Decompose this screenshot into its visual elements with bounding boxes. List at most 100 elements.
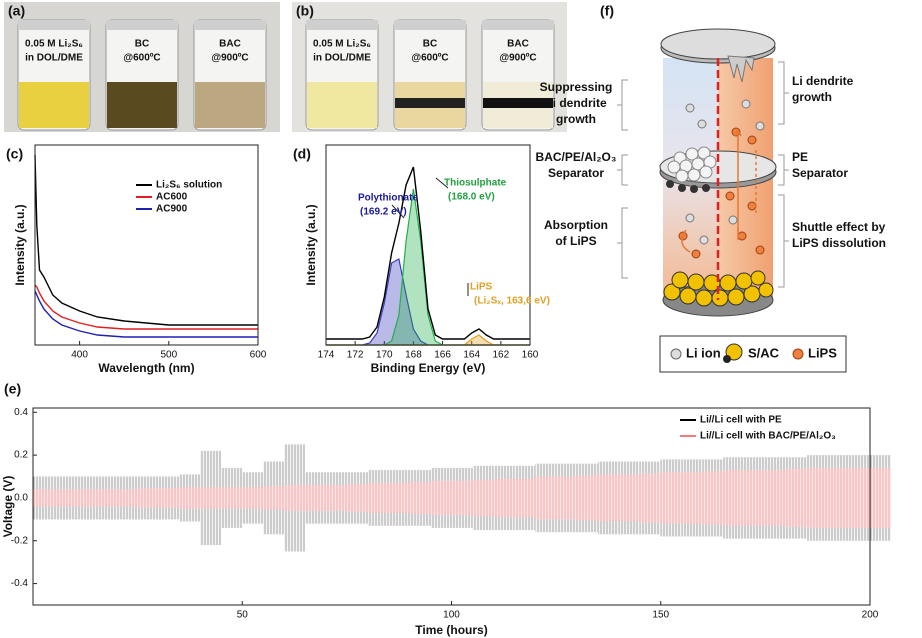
voltage-band [409, 481, 431, 514]
voltage-band [535, 476, 557, 520]
voltage-band [221, 487, 243, 509]
x-tick-label: 200 [862, 610, 879, 621]
series-line [34, 284, 258, 330]
voltage-band [346, 484, 368, 512]
voltage-band [849, 467, 870, 528]
voltage-band [137, 488, 159, 508]
diagram-label: Shuttle effect by [792, 220, 886, 234]
plot-frame [34, 144, 259, 346]
diagram-label: of LiPS [555, 234, 596, 248]
x-tick-label: 166 [434, 350, 451, 361]
vial-label: BC [135, 39, 149, 50]
voltage-band [430, 480, 452, 516]
vial-label: in DOL/DME [25, 53, 83, 64]
voltage-band [577, 475, 598, 521]
annotation: Thiosulphate [444, 178, 507, 189]
x-tick-label: 164 [463, 350, 480, 361]
y-tick-label: 0.0 [14, 493, 28, 504]
diagram-label: PE [792, 150, 808, 164]
liquid [307, 82, 377, 128]
voltage-band [765, 470, 787, 526]
annotation: Polythionate [358, 193, 418, 204]
x-tick-label: 170 [376, 350, 393, 361]
annotation: (169.2 eV) [360, 207, 407, 218]
voltage-band [263, 486, 285, 510]
x-axis-label: Wavelength (nm) [98, 361, 194, 375]
voltage-band [116, 489, 138, 507]
voltage-band [242, 487, 264, 509]
vial-label: BAC [219, 39, 241, 50]
voltage-band [786, 469, 808, 527]
voltage-band [284, 485, 306, 511]
liquid [107, 82, 177, 128]
plot-frame [32, 407, 871, 606]
voltage-band [53, 489, 75, 507]
x-axis-label: Binding Energy (eV) [371, 361, 486, 375]
voltage-band [723, 470, 745, 526]
vial-label: @900ºC [499, 53, 536, 64]
voltage-band [618, 474, 640, 522]
x-tick-label: 100 [443, 610, 460, 621]
voltage-band [807, 467, 829, 528]
annotation: LiPS [470, 282, 493, 293]
y-tick-label: 0.2 [14, 450, 28, 461]
cell-diagram [617, 28, 847, 373]
voltage-band [74, 489, 96, 507]
voltage-band [95, 489, 117, 507]
voltage-band [493, 478, 515, 518]
y-tick-label: 0.4 [14, 407, 28, 418]
x-tick-label: 150 [652, 610, 669, 621]
diagram-label: growth [556, 112, 596, 126]
y-axis-label: Voltage (V) [1, 476, 15, 538]
legend-label: Li₂S₆ solution [156, 180, 222, 191]
vial-label: BC [423, 39, 437, 50]
legend-label: AC900 [156, 204, 188, 215]
diagram-label: Separator [792, 166, 848, 180]
panel-label: (d) [293, 146, 311, 162]
diagram-label: Suppressing [540, 80, 613, 94]
series-line [326, 166, 530, 340]
voltage-band [514, 478, 536, 518]
y-axis-label: Intensity (a.u.) [304, 204, 318, 285]
y-tick-label: -0.2 [11, 535, 29, 546]
panel-label: (f) [600, 3, 614, 19]
panel-label: (e) [4, 381, 21, 397]
x-axis-label: Time (hours) [415, 623, 487, 637]
voltage-band [325, 485, 347, 511]
series-area [326, 188, 530, 346]
vial-label: @600ºC [123, 53, 160, 64]
voltage-band [33, 489, 54, 507]
diagram-label: LiPS dissolution [792, 236, 886, 250]
voltage-band [179, 487, 201, 509]
legend-label: S/AC [748, 345, 780, 360]
annotation: (Li₂Sₓ, 163,6 eV) [474, 296, 550, 307]
vial-label: @900ºC [211, 53, 248, 64]
voltage-band [681, 472, 703, 524]
panel-label: (b) [296, 3, 314, 19]
panel-label: (a) [8, 3, 25, 19]
vial-label: 0.05 M Li₂S₆ [313, 39, 371, 50]
diagram-label: Li dendrite [545, 96, 607, 110]
x-tick-label: 172 [347, 350, 364, 361]
diagram-label: Absorption [544, 218, 608, 232]
voltage-band [472, 479, 494, 517]
panel-label: (c) [6, 146, 23, 162]
voltage-band [158, 488, 180, 508]
voltage-band [702, 471, 724, 525]
annotation-arrows [391, 177, 469, 296]
diagram-label: Separator [548, 166, 604, 180]
y-axis-label: Intensity (a.u.) [13, 204, 27, 285]
voltage-band [744, 470, 766, 526]
liquid [19, 82, 89, 128]
voltage-band [828, 467, 850, 528]
vial-cap-shadow [482, 20, 554, 30]
x-tick-label: 160 [522, 350, 539, 361]
legend-label: LiPS [808, 345, 837, 360]
y-tick-label: -0.4 [11, 578, 29, 589]
voltage-band [200, 487, 222, 509]
vial-cap-shadow [194, 20, 266, 30]
voltage-band [597, 474, 619, 522]
diagram-label: growth [792, 90, 832, 104]
voltage-band [639, 473, 661, 523]
